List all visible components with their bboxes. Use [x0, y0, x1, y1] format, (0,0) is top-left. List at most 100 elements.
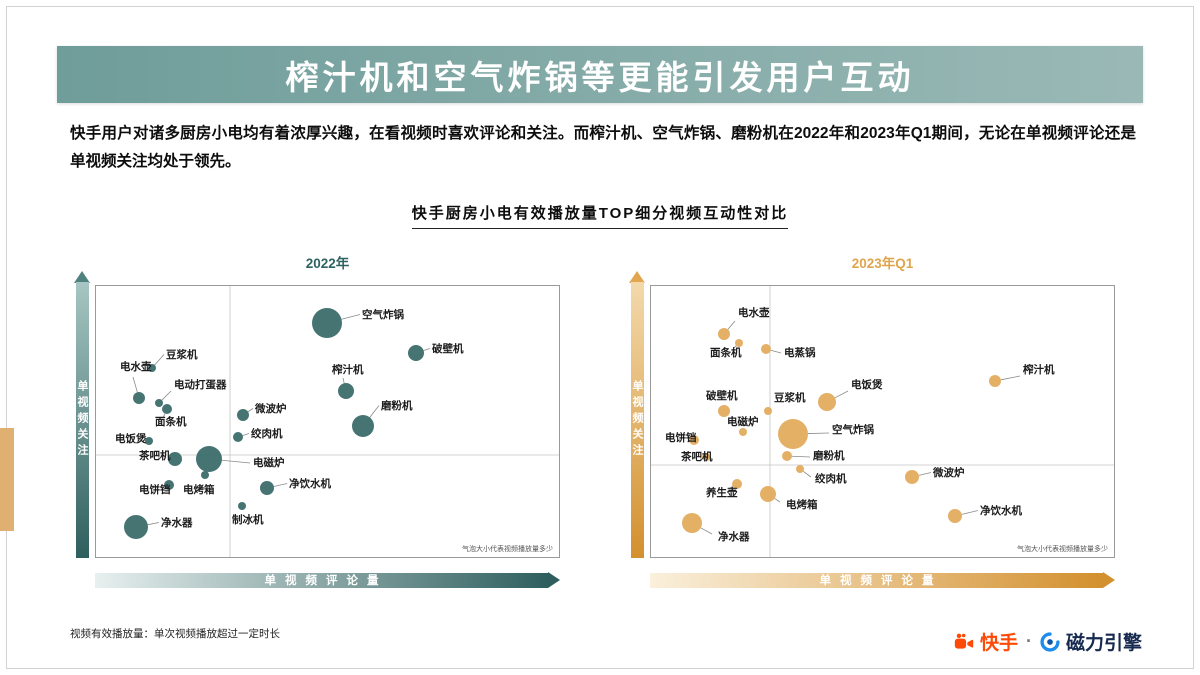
bubble-label-豆浆机: 豆浆机	[774, 391, 806, 404]
x-axis-label: 单视频评论量	[819, 575, 943, 587]
bubble-label-绞肉机: 绞肉机	[815, 472, 847, 485]
y-axis-arrow: 单视频关注	[629, 271, 645, 558]
y-axis-arrowhead-icon	[74, 271, 90, 283]
y-axis-arrowhead-icon	[629, 271, 645, 283]
bubble-电烤箱	[760, 486, 776, 502]
bubble-面条机	[735, 339, 743, 347]
x-axis-arrow: 单视频评论量	[650, 572, 1115, 588]
bubble-电水壶	[133, 392, 145, 404]
bubble-空气炸锅	[778, 419, 808, 449]
bubble-微波炉	[905, 470, 919, 484]
bubble-label-电饭煲: 电饭煲	[115, 432, 147, 445]
bubble-label-净饮水机: 净饮水机	[289, 477, 331, 490]
bubble-磨粉机	[352, 415, 374, 437]
kuaishou-logo-text: 快手	[979, 633, 1018, 654]
bubble-电蒸锅	[761, 344, 771, 354]
bubble-label-制冰机: 制冰机	[232, 513, 264, 526]
bubble-绞肉机	[233, 432, 243, 442]
bubble-label-榨汁机: 榨汁机	[1022, 363, 1055, 376]
bubble-label-空气炸锅: 空气炸锅	[362, 308, 404, 321]
magnet-engine-logo-text: 磁力引擎	[1065, 633, 1142, 654]
bubble-label-微波炉: 微波炉	[254, 402, 287, 415]
chart-section: 快手厨房小电有效播放量TOP细分视频互动性对比	[0, 202, 1200, 229]
bubble-label-电蒸锅: 电蒸锅	[784, 346, 816, 359]
bubble-电饭煲	[145, 437, 153, 445]
bubble-电磁炉	[196, 446, 222, 472]
bubble-label-电饭煲: 电饭煲	[851, 378, 883, 391]
x-axis-arrowhead-icon	[1103, 572, 1115, 588]
bubble-label-养生壶: 养生壶	[705, 486, 738, 499]
bubble-size-note: 气泡大小代表视频播放量多少	[462, 544, 553, 553]
bubble-label-磨粉机: 磨粉机	[812, 449, 845, 462]
bubble-榨汁机	[338, 383, 354, 399]
bubble-磨粉机	[782, 451, 792, 461]
bubble-label-榨汁机: 榨汁机	[331, 363, 364, 376]
bubble-电磁炉	[739, 428, 747, 436]
x-axis-label: 单视频评论量	[264, 575, 388, 587]
bubble-破壁机	[718, 405, 730, 417]
bubble-label-破壁机: 破壁机	[706, 389, 738, 402]
footnote: 视频有效播放量：单次视频播放超过一定时长	[70, 628, 280, 640]
bubble-电动打蛋器	[155, 399, 163, 407]
bubble-电水壶	[718, 328, 730, 340]
left-accent-bar	[0, 428, 14, 531]
plot-area-2023q1: 电水壶 面条机 电蒸锅 电饭煲 破壁机 豆浆机 榨汁机 电磁炉 电饼铛 空气炸锅 茶吧机 磨粉机 绞肉机…	[650, 285, 1115, 558]
brand-logos: 快手 · 磁力引擎	[954, 628, 1142, 655]
plot-area-2022: 空气炸锅破壁机榨汁机磨粉机 豆浆机电水壶电动打蛋器面条机 微波炉绞肉机 电饭煲茶吧机电…	[95, 285, 560, 558]
bubble-茶吧机	[168, 452, 182, 466]
bubble-茶吧机	[702, 453, 710, 461]
magnet-engine-logo-icon	[1040, 631, 1060, 652]
kuaishou-logo-icon	[954, 632, 974, 652]
charts-row: 2022年 单视频关注 空气炸锅 破壁机 榨汁机 磨粉机 豆浆机 电水壶 电动打蛋器 面条机微…	[73, 252, 1115, 588]
bubble-面条机	[162, 404, 172, 414]
bubble-label-豆浆机: 豆浆机	[166, 348, 198, 361]
bubble-label-茶吧机: 茶吧机	[138, 449, 171, 462]
y-axis-label: 单视频关注	[76, 380, 88, 460]
chart-panel-2022: 2022年 单视频关注 空气炸锅破壁机榨汁机磨粉机 豆浆机电水壶电动打蛋器面条机 微…	[73, 252, 560, 588]
bubble-label-电饼铛: 电饼铛	[665, 431, 697, 444]
page-title-banner: 榨汁机和空气炸锅等更能引发用户互动	[57, 46, 1143, 103]
bubble-label-电磁炉: 电磁炉	[727, 415, 759, 428]
bubble-label-磨粉机: 磨粉机	[380, 399, 413, 412]
bubble-label-电烤箱: 电烤箱	[786, 498, 818, 511]
bubble-label-电水壶: 电水壶	[738, 306, 770, 319]
bubble-制冰机	[238, 502, 246, 510]
chart-section-title: 快手厨房小电有效播放量TOP细分视频互动性对比	[411, 202, 789, 229]
x-axis-arrow: 单视频评论量	[95, 572, 560, 588]
bubble-豆浆机	[764, 407, 772, 415]
bubble-label-面条机: 面条机	[155, 415, 187, 428]
year-label-2022: 2022年	[305, 256, 350, 271]
bubble-label-面条机: 面条机	[710, 346, 742, 359]
bubble-label-微波炉: 微波炉	[932, 466, 965, 479]
page-title: 榨汁机和空气炸锅等更能引发用户互动	[285, 58, 915, 96]
bubble-label-电饼铛: 电饼铛	[139, 483, 171, 496]
bubble-label-净水器: 净水器	[161, 516, 193, 529]
bubble-净水器	[124, 515, 148, 539]
bubble-label-电烤箱: 电烤箱	[183, 483, 215, 496]
bubble-label-电水壶: 电水壶	[120, 360, 152, 373]
intro-text: 快手用户对诸多厨房小电均有着浓厚兴趣，在看视频时喜欢评论和关注。而榨汁机、空气炸…	[70, 125, 1136, 170]
bubble-label-电磁炉: 电磁炉	[253, 456, 285, 469]
bubble-size-note: 气泡大小代表视频播放量多少	[1017, 544, 1108, 553]
bubble-豆浆机	[148, 364, 156, 372]
bubble-榨汁机	[989, 375, 1001, 387]
bubble-电烤箱	[201, 471, 209, 479]
bubble-label-净水器: 净水器	[718, 530, 750, 543]
bubble-电饼铛	[164, 480, 174, 490]
bubble-净饮水机	[260, 481, 274, 495]
chart-panel-2023q1: 2023年Q1 单视频关注 电水壶面条机 电蒸锅电饭煲破壁机 豆浆机 榨汁机电磁炉电饼…	[628, 252, 1115, 588]
bubble-label-破壁机: 破壁机	[432, 342, 464, 355]
bubble-空气炸锅	[312, 308, 342, 338]
brand-separator: ·	[1025, 631, 1032, 651]
bubble-电饭煲	[818, 393, 836, 411]
bubble-微波炉	[237, 409, 249, 421]
year-label-2023q1: 2023年Q1	[851, 256, 914, 271]
bubble-label-绞肉机: 绞肉机	[251, 427, 283, 440]
bubble-养生壶	[732, 479, 742, 489]
bubble-净饮水机	[948, 509, 962, 523]
bubble-label-空气炸锅: 空气炸锅	[832, 423, 874, 436]
bubble-破壁机	[408, 345, 424, 361]
bubble-净水器	[682, 513, 702, 533]
y-axis-label: 单视频关注	[631, 380, 643, 460]
bubble-label-电动打蛋器: 电动打蛋器	[174, 378, 227, 391]
